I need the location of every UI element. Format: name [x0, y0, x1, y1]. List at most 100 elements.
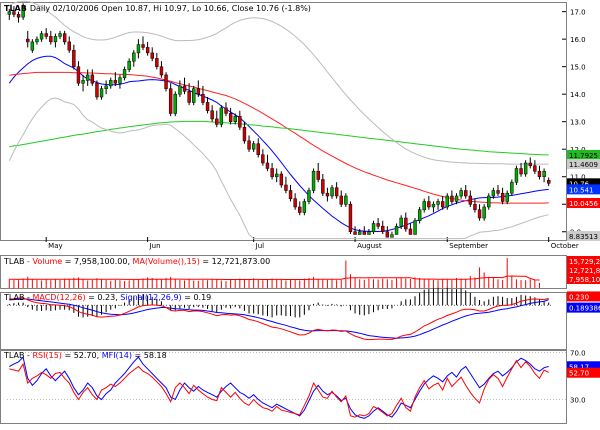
candle-75 — [354, 232, 357, 235]
candle-24 — [119, 78, 122, 84]
candle-83 — [391, 235, 394, 238]
candle-100 — [469, 196, 472, 204]
candle-89 — [418, 210, 421, 221]
candle-72 — [340, 196, 343, 204]
candle-98 — [460, 191, 463, 197]
volume-tag-2: 7,958,100 — [569, 276, 600, 284]
candle-11 — [59, 34, 62, 37]
candle-27 — [132, 53, 135, 61]
candle-102 — [478, 210, 481, 218]
rsi-tag: 52.70 — [569, 370, 589, 378]
candle-109 — [510, 182, 513, 193]
candle-77 — [363, 232, 366, 235]
candle-114 — [533, 166, 536, 172]
candle-115 — [538, 171, 541, 177]
candle-6 — [36, 39, 39, 42]
candle-68 — [321, 180, 324, 194]
price-tag-4: 10.0456 — [569, 200, 598, 208]
volume-title: TLAB - Volume = 7,958,100.00, MA(Volume(… — [3, 257, 270, 266]
candle-112 — [524, 163, 527, 174]
candle-36 — [174, 94, 177, 113]
candle-94 — [441, 202, 444, 208]
candle-90 — [423, 202, 426, 210]
candle-40 — [192, 89, 195, 103]
candle-64 — [303, 202, 306, 213]
candle-53 — [252, 144, 255, 150]
month-label-august: August — [357, 242, 382, 250]
candle-86 — [404, 218, 407, 229]
month-label-jun: Jun — [149, 242, 161, 250]
candle-38 — [183, 86, 186, 92]
candle-108 — [506, 193, 509, 201]
candle-82 — [386, 232, 389, 238]
price-tag-0: 11.7925 — [569, 152, 598, 160]
candle-25 — [123, 69, 126, 77]
month-label-jul: Jul — [255, 242, 265, 250]
candle-99 — [464, 191, 467, 197]
rsi-level-label: 30.0 — [570, 396, 586, 404]
candle-20 — [100, 89, 103, 97]
candle-111 — [520, 169, 523, 175]
candle-21 — [105, 86, 108, 89]
candle-66 — [312, 171, 315, 190]
candle-47 — [225, 108, 228, 114]
candle-49 — [234, 116, 237, 122]
candle-65 — [308, 191, 311, 202]
candle-92 — [432, 204, 435, 207]
candle-43 — [206, 102, 209, 110]
candle-51 — [243, 127, 246, 141]
candle-62 — [294, 199, 297, 207]
month-label-may: May — [48, 242, 62, 250]
candle-12 — [63, 34, 66, 42]
price-y-label: 15.0 — [570, 64, 586, 72]
candle-5 — [31, 42, 34, 50]
candle-105 — [492, 191, 495, 197]
candle-46 — [220, 108, 223, 125]
candle-31 — [151, 53, 154, 59]
candle-17 — [86, 75, 89, 81]
candle-23 — [114, 80, 117, 83]
candle-44 — [211, 111, 214, 119]
macd-tag: 0.230 — [569, 293, 589, 301]
candle-16 — [82, 80, 85, 83]
candle-34 — [165, 75, 168, 89]
candle-33 — [160, 67, 163, 75]
candle-117 — [547, 180, 550, 183]
candle-85 — [400, 218, 403, 226]
candle-67 — [317, 171, 320, 179]
candle-60 — [285, 185, 288, 191]
candle-70 — [331, 188, 334, 196]
price-y-label: 13.0 — [570, 119, 586, 127]
candle-106 — [497, 191, 500, 194]
candle-9 — [49, 36, 52, 42]
candle-113 — [529, 163, 532, 166]
volume-tag-1: 12,721,873 — [569, 267, 600, 275]
candle-28 — [137, 45, 140, 53]
month-label-september: September — [449, 242, 488, 250]
candle-73 — [344, 196, 347, 204]
candle-107 — [501, 193, 504, 201]
candle-26 — [128, 61, 131, 69]
candle-110 — [515, 169, 518, 183]
candle-56 — [266, 163, 269, 169]
month-label-october: October — [551, 242, 579, 250]
candle-7 — [40, 34, 43, 40]
candle-104 — [487, 196, 490, 207]
candle-58 — [275, 174, 278, 177]
candle-79 — [372, 224, 375, 232]
signal-tag: 0.189386 — [569, 305, 600, 313]
candle-97 — [455, 196, 458, 202]
price-tag-3: 10.541 — [569, 186, 594, 194]
candle-54 — [257, 144, 260, 155]
volume-tag-0: 15,729,207 — [569, 258, 600, 266]
candle-45 — [215, 119, 218, 125]
candle-96 — [451, 196, 454, 202]
candle-81 — [381, 226, 384, 232]
candle-84 — [395, 226, 398, 234]
candle-93 — [437, 202, 440, 205]
candle-14 — [72, 50, 75, 66]
candle-18 — [91, 75, 94, 83]
